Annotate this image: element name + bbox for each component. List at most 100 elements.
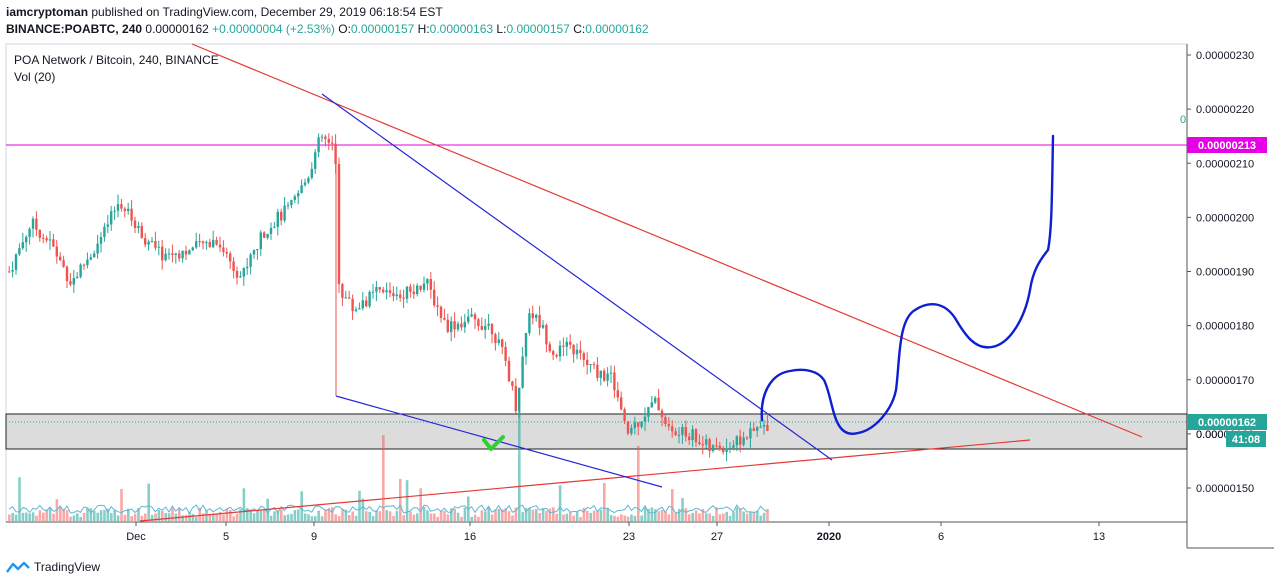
candle-body bbox=[518, 387, 521, 412]
candle-body bbox=[103, 226, 106, 238]
candle-body bbox=[52, 239, 55, 247]
volume-bar bbox=[626, 516, 630, 521]
volume-bar bbox=[127, 508, 130, 521]
volume-bar bbox=[480, 510, 484, 521]
volume-bar bbox=[103, 509, 106, 521]
candle-body bbox=[276, 211, 279, 227]
candle-body bbox=[246, 266, 249, 269]
volume-bar bbox=[144, 513, 147, 521]
volume-bar bbox=[110, 513, 113, 521]
candle-body bbox=[358, 308, 361, 310]
volume-bar bbox=[728, 515, 732, 521]
candle-body bbox=[395, 294, 398, 297]
price-tick-label: 0.00000210 bbox=[1196, 158, 1254, 170]
volume-bar bbox=[752, 511, 756, 521]
volume-bar bbox=[609, 515, 613, 521]
volume-bar bbox=[229, 510, 232, 521]
candle-body bbox=[558, 345, 562, 357]
time-tick-label: 2020 bbox=[817, 531, 841, 543]
volume-bar bbox=[283, 515, 286, 521]
candle-body bbox=[154, 241, 157, 248]
candle-body bbox=[524, 333, 528, 357]
support-zone[interactable] bbox=[5, 413, 1188, 450]
candle-body bbox=[365, 300, 368, 307]
volume-bar bbox=[334, 514, 337, 521]
candle-body bbox=[48, 239, 52, 241]
projection-drawing[interactable] bbox=[760, 134, 1055, 435]
candle-body bbox=[647, 407, 650, 417]
candle-body bbox=[286, 205, 290, 207]
candle-body bbox=[667, 424, 670, 427]
candle-body bbox=[718, 445, 721, 450]
volume-bar bbox=[667, 514, 671, 521]
volume-bar bbox=[552, 507, 555, 521]
candle-body bbox=[300, 185, 303, 194]
candle-body bbox=[218, 244, 222, 248]
candle-body bbox=[572, 344, 575, 355]
candle-body bbox=[79, 264, 82, 277]
candle-body bbox=[552, 351, 555, 355]
horizontal-line-price-badge bbox=[1187, 137, 1267, 153]
candle-body bbox=[630, 427, 633, 434]
volume-bar bbox=[742, 511, 745, 521]
candle-body bbox=[463, 321, 466, 328]
author-name[interactable]: iamcryptoman bbox=[6, 5, 89, 19]
candle-body bbox=[443, 317, 446, 320]
volume-bar bbox=[154, 513, 157, 521]
candle-body bbox=[96, 243, 99, 254]
volume-bar bbox=[409, 511, 412, 521]
candle-body bbox=[603, 370, 606, 381]
ascending-trendline-red[interactable] bbox=[139, 439, 1031, 522]
volume-bar bbox=[25, 512, 28, 521]
volume-bar bbox=[637, 446, 640, 521]
candle-body bbox=[21, 242, 24, 249]
volume-bar bbox=[436, 516, 439, 521]
volume-bar bbox=[385, 510, 388, 521]
candle-body bbox=[351, 298, 354, 312]
candle-body bbox=[402, 297, 405, 299]
volume-bar bbox=[399, 478, 402, 521]
tradingview-footer[interactable]: TradingView bbox=[6, 560, 100, 574]
candle-body bbox=[181, 250, 184, 259]
volume-bar bbox=[463, 507, 467, 521]
current-price: 0.00000162 bbox=[145, 22, 209, 36]
volume-bar bbox=[402, 515, 405, 521]
volume-bar bbox=[293, 509, 297, 521]
volume-bar bbox=[507, 511, 511, 521]
candle-body bbox=[290, 199, 293, 206]
volume-bar bbox=[344, 509, 348, 521]
volume-bar bbox=[541, 508, 545, 521]
volume-bar bbox=[528, 508, 531, 521]
volume-bar bbox=[569, 511, 572, 521]
time-tick-label: 9 bbox=[311, 531, 317, 543]
candle-body bbox=[484, 325, 487, 330]
volume-bar bbox=[225, 508, 229, 521]
volume-bar bbox=[620, 514, 623, 521]
volume-bar bbox=[89, 508, 93, 521]
volume-bar bbox=[297, 509, 300, 521]
volume-bar bbox=[259, 510, 263, 521]
candle-body bbox=[310, 168, 313, 178]
candle-body bbox=[490, 323, 494, 335]
volume-bar bbox=[246, 508, 249, 521]
volume-bar bbox=[660, 509, 664, 521]
volume-bar bbox=[382, 435, 385, 521]
volume-bar bbox=[749, 511, 752, 521]
volume-bar bbox=[195, 516, 198, 521]
interval: 240 bbox=[122, 22, 143, 36]
volume-bar bbox=[137, 507, 140, 521]
candle-body bbox=[613, 372, 616, 391]
candle-body bbox=[69, 281, 72, 285]
descending-trendline-red[interactable] bbox=[191, 43, 1143, 438]
volume-bar bbox=[575, 511, 579, 521]
candle-body bbox=[426, 279, 429, 284]
candle-body bbox=[55, 246, 58, 257]
volume-bar bbox=[711, 515, 715, 521]
volume-bar bbox=[422, 507, 426, 521]
time-tick-label: 16 bbox=[464, 531, 476, 543]
wedge-upper-blue-line[interactable] bbox=[321, 93, 833, 461]
candle-body bbox=[715, 445, 718, 447]
candle-body bbox=[538, 314, 541, 328]
candle-body bbox=[562, 345, 565, 347]
